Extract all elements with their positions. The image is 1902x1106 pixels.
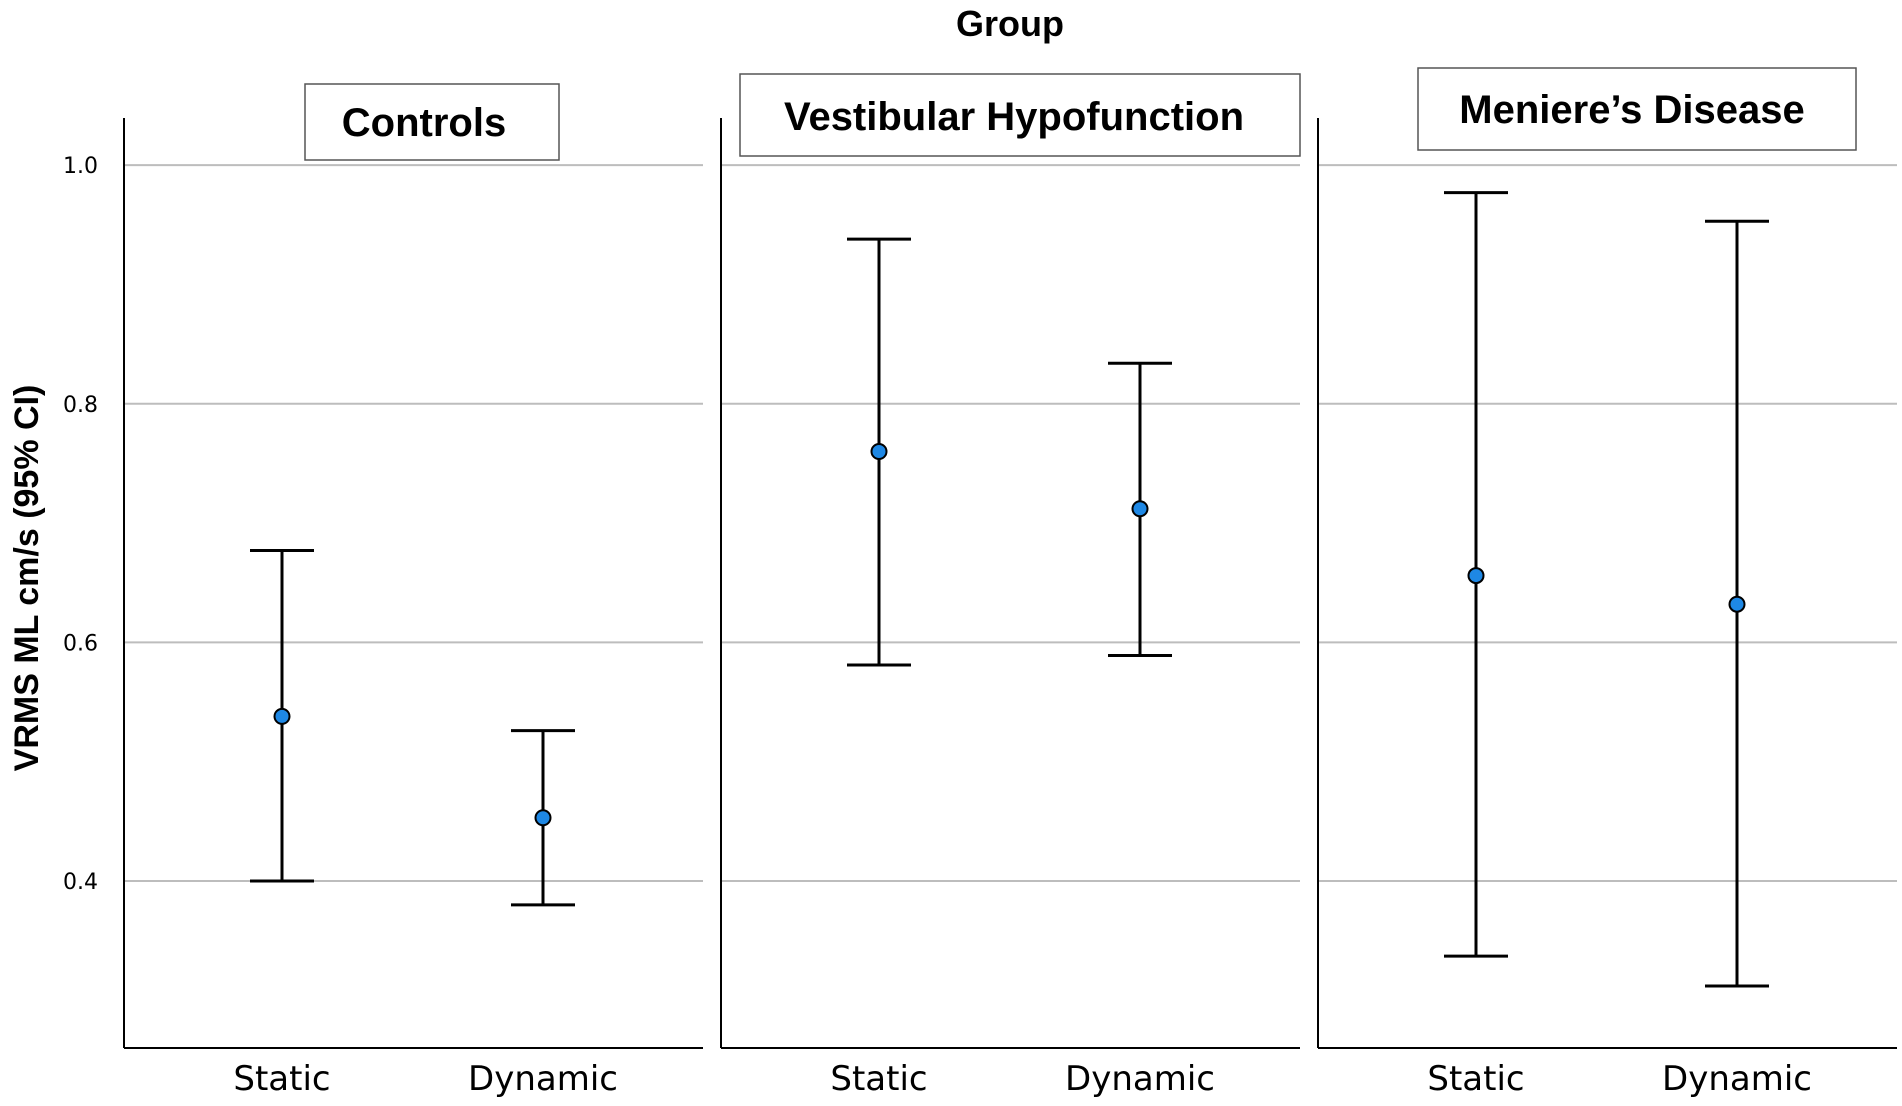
x-category-label: Dynamic — [1065, 1059, 1215, 1099]
x-category-label: Static — [1427, 1059, 1524, 1099]
panel-label: Vestibular Hypofunction — [784, 95, 1244, 139]
mean-point — [534, 809, 552, 827]
panel-label: Controls — [342, 101, 506, 145]
x-category-label: Dynamic — [468, 1059, 618, 1099]
panel-2: Meniere’s Disease Static Dynamic — [1317, 67, 1897, 1099]
panel-1: Vestibular Hypofunction Static Dynamic — [720, 73, 1301, 1099]
y-tick-label: 0.8 — [63, 393, 98, 418]
y-tick-label: 0.4 — [63, 870, 98, 895]
x-category-label: Static — [233, 1059, 330, 1099]
panel-label-box — [1417, 67, 1857, 151]
panel-0: 0.4 0.6 0.8 1.0 Controls Static Dynamic — [63, 83, 703, 1099]
panel-label-box — [739, 73, 1301, 157]
mean-point — [1467, 567, 1485, 585]
mean-point — [1131, 500, 1149, 518]
panel-label-box — [304, 83, 560, 161]
mean-point — [273, 707, 291, 725]
y-tick-label: 1.0 — [63, 154, 98, 179]
y-tick-label: 0.6 — [63, 631, 98, 656]
x-category-label: Dynamic — [1662, 1059, 1812, 1099]
mean-point — [870, 443, 888, 460]
y-axis-label: VRMS ML cm/s (95% CI) — [8, 385, 46, 772]
x-category-label: Static — [830, 1059, 927, 1099]
mean-point — [1728, 595, 1746, 613]
chart-title: Group — [956, 3, 1064, 44]
panel-label: Meniere’s Disease — [1459, 88, 1804, 132]
